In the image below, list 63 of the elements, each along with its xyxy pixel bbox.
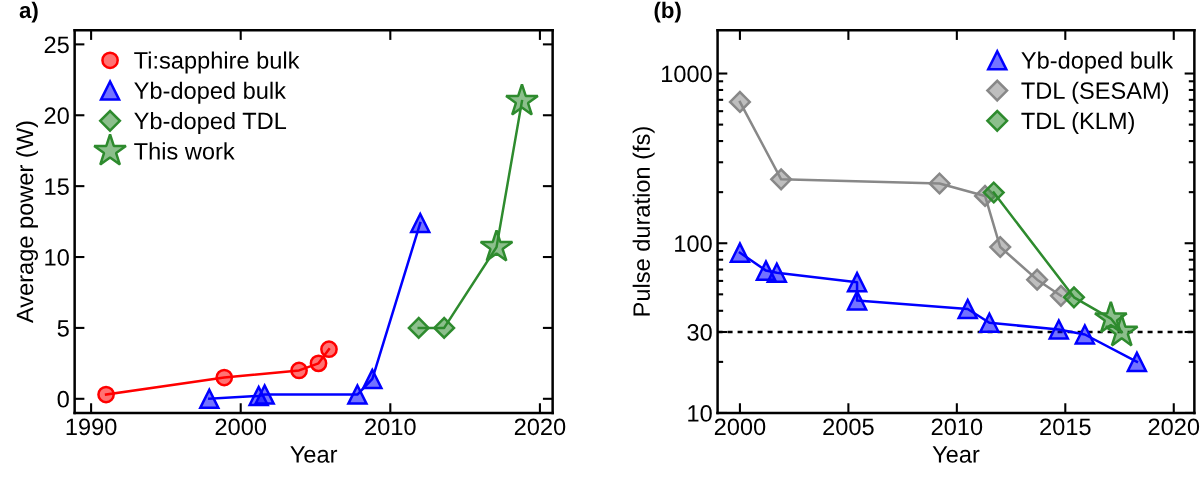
point (770, 168, 793, 191)
x-tick-label: 2020 (1148, 418, 1200, 436)
point (290, 361, 308, 380)
point (982, 181, 1005, 204)
y-axis-title: Average power (W) (15, 121, 38, 324)
x-tick-label: 2000 (714, 418, 766, 436)
x-tick-label: 2010 (365, 418, 416, 436)
legend-label: TDL (SESAM) (1021, 81, 1169, 104)
y-tick-label: 1000 (662, 65, 712, 83)
point (309, 354, 328, 373)
point (1126, 351, 1148, 373)
chart-title: a) (19, 1, 38, 23)
point (1104, 314, 1139, 347)
y-tick-label: 10 (45, 249, 69, 266)
legend-label: Yb-doped bulk (1021, 51, 1174, 74)
point (846, 271, 868, 293)
x-tick-label: 2020 (514, 418, 566, 436)
point (479, 229, 514, 262)
y-tick-label: 25 (44, 36, 69, 54)
y-tick-label: 15 (45, 178, 69, 195)
point (409, 212, 431, 234)
y-tick-label: 0 (57, 390, 69, 408)
point (97, 385, 115, 404)
x-tick-label: 2015 (1040, 418, 1091, 436)
point (433, 316, 456, 339)
point (728, 90, 751, 114)
point (407, 316, 430, 339)
legend-label: Yb-doped TDL (134, 111, 287, 134)
x-tick-label: 2005 (823, 418, 874, 436)
legend-label: Ti:sapphire bulk (134, 51, 300, 74)
x-tick-label: 1990 (66, 418, 117, 436)
x-tick-label: 2010 (931, 418, 983, 436)
y-tick-label: 10 (688, 405, 712, 422)
point (199, 388, 220, 410)
y-tick-label: 100 (675, 235, 712, 253)
x-axis-title: Year (290, 446, 338, 463)
point (928, 172, 951, 195)
y-tick-label: 30 (687, 324, 712, 341)
point (1048, 319, 1070, 340)
point (1062, 286, 1086, 309)
legend-label: This work (134, 142, 235, 160)
point (989, 235, 1012, 259)
point (1074, 324, 1096, 345)
point (320, 340, 338, 359)
point (254, 384, 275, 405)
point (215, 368, 234, 387)
x-tick-label: 2000 (215, 418, 267, 436)
y-tick-label: 5 (57, 320, 69, 337)
point (1026, 268, 1049, 291)
point (362, 368, 383, 390)
point (766, 262, 788, 284)
legend-label: TDL (KLM) (1021, 111, 1134, 134)
point (504, 83, 540, 116)
chart-title: (b) (654, 1, 681, 23)
legend-label: Yb-doped bulk (134, 81, 286, 104)
point (846, 290, 868, 311)
point (979, 312, 1000, 334)
point (729, 242, 751, 263)
y-axis-title: Pulse duration (fs) (632, 127, 655, 316)
x-axis-title: Year (932, 446, 980, 463)
y-tick-label: 20 (44, 107, 69, 125)
point (347, 384, 368, 405)
point (957, 298, 978, 320)
